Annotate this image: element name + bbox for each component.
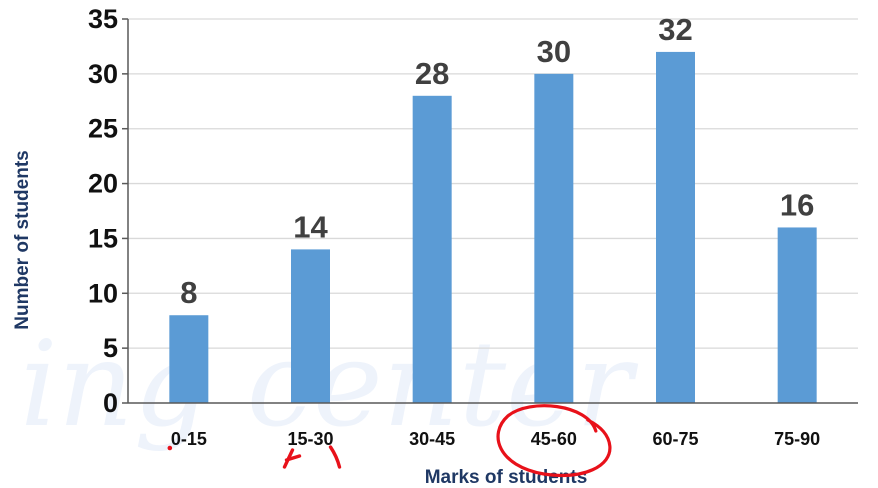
- bars: [169, 51, 817, 404]
- x-tick-label-30-45: 30-45: [409, 429, 455, 449]
- y-tick-label: 15: [88, 223, 118, 253]
- bar-60-75: [656, 51, 695, 404]
- y-tick-label: 5: [103, 333, 118, 363]
- bar-15-30: [291, 249, 330, 403]
- y-tick-label: 0: [103, 388, 118, 418]
- y-tick-label: 20: [88, 169, 118, 199]
- bar-0-15: [169, 315, 209, 403]
- data-label-45-60: 30: [537, 34, 571, 69]
- y-tick-label: 10: [88, 278, 118, 308]
- bar-45-60: [534, 73, 574, 403]
- annotation-circle: [496, 404, 612, 477]
- annotation-mark-left: [282, 448, 302, 469]
- annotation-mark-right: [328, 445, 342, 469]
- y-tick-label: 35: [88, 4, 118, 34]
- data-label-0-15: 8: [180, 275, 197, 310]
- y-tick-label: 25: [88, 114, 118, 144]
- data-label-60-75: 32: [658, 12, 692, 47]
- bar-75-90: [777, 227, 817, 403]
- x-tick-label-0-15: 0-15: [171, 429, 207, 449]
- x-tick-label-15-30: 15-30: [287, 429, 333, 449]
- data-label-30-45: 28: [415, 56, 449, 91]
- y-tick-label: 30: [88, 59, 118, 89]
- y-axis-title: Number of students: [12, 150, 33, 329]
- labels: 0 5 10 15 20 25 30 35 8 0-15 14 15-30 28 30-45 30 45-60…: [88, 4, 820, 449]
- data-label-15-30: 14: [293, 209, 328, 244]
- x-axis-title: Marks of students: [425, 467, 588, 488]
- x-tick-label-75-90: 75-90: [774, 429, 820, 449]
- data-label-75-90: 16: [780, 187, 814, 222]
- x-tick-label-60-75: 60-75: [652, 429, 698, 449]
- gridlines: [128, 18, 858, 349]
- bar-30-45: [412, 95, 452, 404]
- axes: [122, 18, 858, 404]
- handwritten-annotations: [167, 404, 612, 477]
- annotation-dot: [167, 445, 173, 451]
- x-tick-label-45-60: 45-60: [531, 429, 577, 449]
